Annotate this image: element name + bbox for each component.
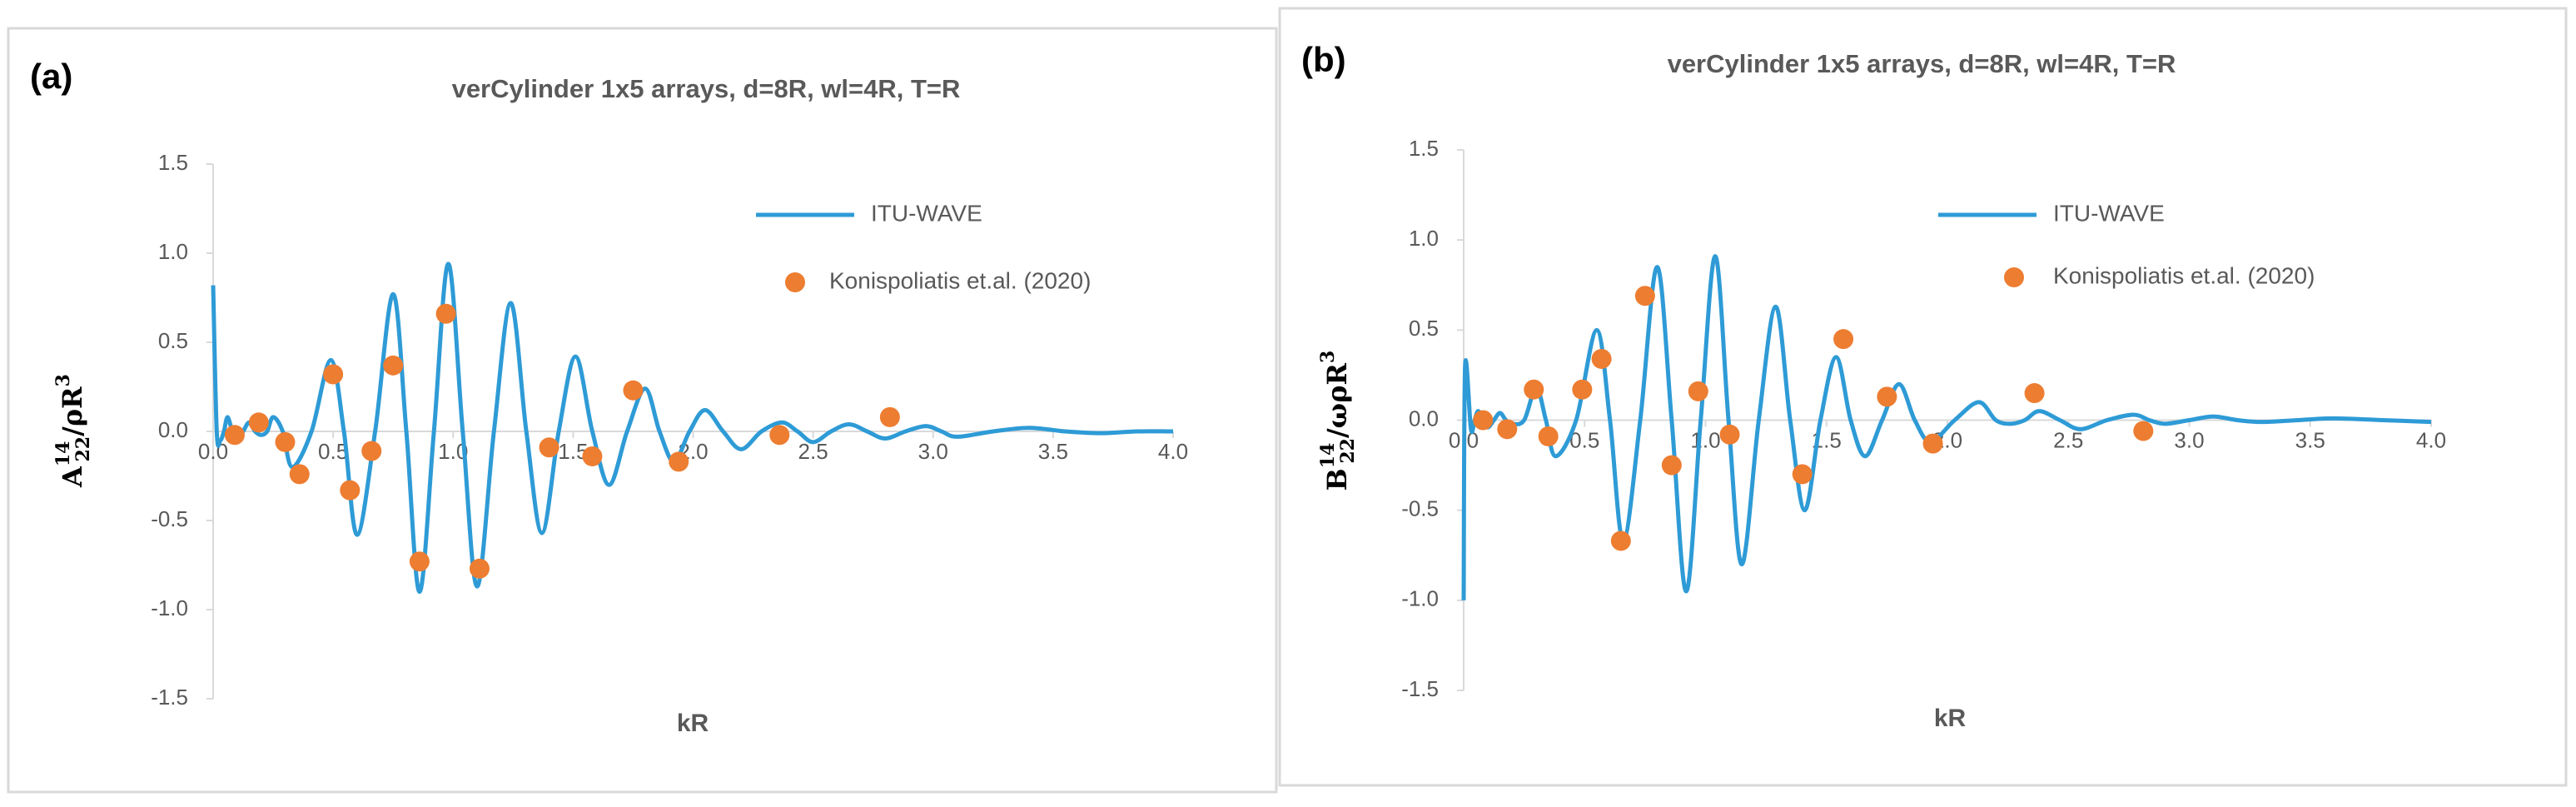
chart-panel: (b) verCylinder 1x5 arrays, d=8R, wl=4R, … xyxy=(1278,7,2568,787)
data-point xyxy=(1877,386,1897,407)
x-axis-label: kR xyxy=(677,710,709,737)
data-point xyxy=(248,412,269,433)
legend-label: Konispoliatis et.al. (2020) xyxy=(2053,262,2315,288)
data-point xyxy=(769,425,790,446)
y-tick-label: 0.5 xyxy=(1409,316,1439,341)
data-point xyxy=(1688,381,1708,401)
chart-title: verCylinder 1x5 arrays, d=8R, wl=4R, T=R xyxy=(1668,49,2176,78)
data-point xyxy=(623,380,644,401)
x-tick-label: 3.0 xyxy=(918,439,948,464)
data-point xyxy=(1497,419,1518,440)
data-point xyxy=(323,364,344,385)
legend-label: ITU-WAVE xyxy=(871,200,982,226)
data-point xyxy=(1792,464,1813,485)
data-point xyxy=(1610,531,1631,551)
y-tick-label: -0.5 xyxy=(1401,496,1439,521)
y-tick-label: -1.5 xyxy=(1401,676,1439,701)
y-axis-label: B1422/ωρR3 xyxy=(1317,351,1359,491)
x-tick-label: 0.0 xyxy=(198,439,228,464)
y-tick-label: -1.5 xyxy=(151,685,188,710)
y-tick-label: 1.0 xyxy=(1409,226,1439,251)
data-point xyxy=(1634,286,1655,306)
y-tick-label: 1.5 xyxy=(158,150,188,175)
data-point xyxy=(879,406,900,427)
data-point xyxy=(361,441,382,461)
data-point xyxy=(409,551,430,572)
y-axis-label-part: 22 xyxy=(1337,438,1359,464)
y-axis-label-part: 14 xyxy=(52,441,74,467)
data-point xyxy=(1719,424,1740,445)
legend-label: Konispoliatis et.al. (2020) xyxy=(829,267,1091,293)
x-tick-label: 3.5 xyxy=(1038,439,1068,464)
x-tick-label: 3.0 xyxy=(2174,427,2204,452)
y-axis-label-part: /ωρR xyxy=(1321,363,1353,438)
data-point xyxy=(1661,455,1682,476)
x-tick-label: 1.0 xyxy=(1690,427,1720,452)
y-tick-label: 0.0 xyxy=(1409,406,1439,431)
x-tick-label: 0.5 xyxy=(318,439,348,464)
data-point xyxy=(1922,433,1943,454)
y-axis-label-part: 22 xyxy=(72,436,94,462)
data-point xyxy=(1524,379,1544,400)
legend-marker xyxy=(2004,267,2024,287)
panel-label: (b) xyxy=(1301,40,1346,79)
data-point xyxy=(383,355,404,376)
legend-label: ITU-WAVE xyxy=(2053,200,2165,226)
panel-border xyxy=(7,27,1278,794)
data-point xyxy=(224,425,245,446)
data-point xyxy=(289,464,310,485)
y-tick-label: -1.0 xyxy=(1401,586,1439,611)
y-axis-label-part: B xyxy=(1321,468,1353,491)
data-point xyxy=(2024,383,2045,404)
chart-title: verCylinder 1x5 arrays, d=8R, wl=4R, T=R xyxy=(452,74,961,103)
data-point xyxy=(1538,426,1559,446)
y-axis-label-part: /ρR xyxy=(57,386,88,436)
y-axis-label-part: 3 xyxy=(52,374,74,386)
data-point xyxy=(1473,410,1494,431)
data-line xyxy=(211,262,1174,595)
panel-border xyxy=(1278,7,2568,787)
y-axis-label-part: 14 xyxy=(1317,443,1339,469)
y-tick-label: 1.0 xyxy=(158,239,188,264)
y-tick-label: 0.0 xyxy=(158,417,188,442)
y-axis-label-part: 3 xyxy=(1317,351,1339,363)
chart-panel: (a) verCylinder 1x5 arrays, d=8R, wl=4R, … xyxy=(7,27,1278,794)
x-tick-label: 2.5 xyxy=(2053,427,2083,452)
x-tick-label: 4.0 xyxy=(2416,427,2446,452)
x-tick-label: 0.5 xyxy=(1569,427,1599,452)
data-point xyxy=(1833,329,1854,350)
y-tick-label: -1.0 xyxy=(151,595,188,620)
y-tick-label: -0.5 xyxy=(151,506,188,531)
x-tick-label: 4.0 xyxy=(1158,439,1188,464)
data-point xyxy=(2133,421,2154,441)
data-point xyxy=(340,480,361,501)
data-point xyxy=(539,437,559,458)
data-point xyxy=(1572,379,1593,400)
y-tick-label: 1.5 xyxy=(1409,136,1439,161)
data-point xyxy=(1591,348,1612,369)
y-axis-label-part: A xyxy=(57,466,88,488)
data-point xyxy=(275,431,296,452)
legend-marker xyxy=(785,272,805,292)
y-tick-label: 0.5 xyxy=(158,328,188,353)
y-axis-label: A1422/ρR3 xyxy=(52,374,94,488)
data-point xyxy=(469,558,490,579)
x-tick-label: 3.5 xyxy=(2295,427,2325,452)
data-point xyxy=(669,451,689,472)
panel-label: (a) xyxy=(30,57,72,96)
data-point xyxy=(435,303,456,324)
data-point xyxy=(582,446,603,466)
x-axis-label: kR xyxy=(1934,705,1967,732)
